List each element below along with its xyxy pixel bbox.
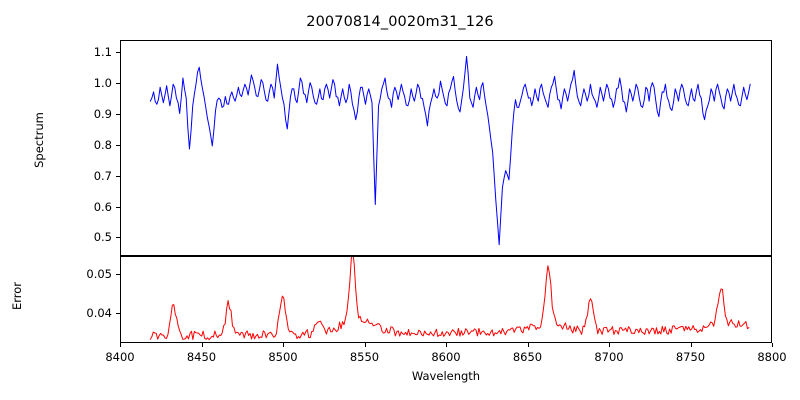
x-tick-8550: 8550	[349, 350, 380, 364]
x-tick-8400: 8400	[105, 350, 135, 364]
y-spectrum-tick-mark	[116, 52, 120, 54]
y-tick-labels-error: 0.04 0.05	[4, 256, 112, 343]
x-tick-mark	[527, 343, 529, 347]
x-tick-mark	[201, 343, 203, 347]
y-spectrum-tick-0_8: 0.8	[93, 137, 112, 152]
x-tick-mark	[364, 343, 366, 347]
y-spectrum-tick-0_5: 0.5	[93, 230, 112, 245]
y-spectrum-tick-mark	[116, 237, 120, 239]
x-tick-8500: 8500	[268, 350, 298, 364]
y-error-tick-mark	[116, 313, 120, 315]
error-line-series	[149, 257, 750, 341]
y-spectrum-tick-0_7: 0.7	[93, 168, 112, 183]
chart-title: 20070814_0020m31_126	[306, 14, 494, 30]
y-spectrum-tick-mark	[116, 175, 120, 177]
y-spectrum-tick-1_1: 1.1	[93, 45, 112, 60]
y-spectrum-tick-mark	[116, 144, 120, 146]
spectrum-panel	[120, 40, 772, 256]
x-tick-8450: 8450	[186, 350, 217, 364]
y-error-tick-0_04: 0.04	[86, 306, 112, 321]
y-spectrum-tick-mark	[116, 114, 120, 116]
y-tick-labels-spectrum: 0.5 0.6 0.7 0.8 0.9 1.0 1.1	[4, 40, 112, 256]
spectrum-line-series	[149, 55, 751, 246]
y-spectrum-tick-mark	[116, 206, 120, 208]
x-tick-mark	[283, 343, 284, 347]
x-tick-8650: 8650	[512, 350, 543, 364]
y-spectrum-tick-0_6: 0.6	[93, 199, 112, 214]
x-tick-mark	[690, 343, 692, 347]
y-spectrum-tick-1: 1.0	[93, 76, 112, 91]
y-spectrum-tick-0_9: 0.9	[93, 107, 112, 122]
y-spectrum-tick-mark	[116, 83, 120, 85]
x-tick-8750: 8750	[675, 350, 706, 364]
x-tick-8800: 8800	[757, 350, 787, 364]
x-tick-8600: 8600	[431, 350, 461, 364]
y-error-tick-mark	[116, 273, 120, 275]
x-tick-mark	[120, 343, 121, 347]
error-panel	[120, 256, 772, 343]
x-tick-mark	[446, 343, 447, 347]
x-axis-label: Wavelength	[411, 369, 481, 383]
y-error-tick-0_05: 0.05	[86, 266, 112, 281]
x-tick-mark	[609, 343, 610, 347]
x-tick-8700: 8700	[594, 350, 624, 364]
x-tick-mark	[772, 343, 773, 347]
